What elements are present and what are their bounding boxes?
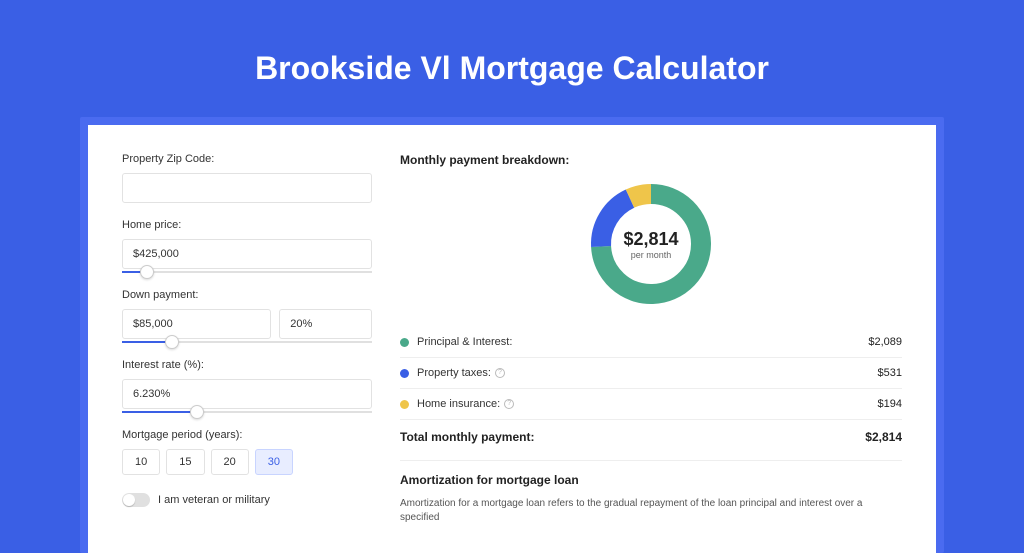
period-label: Mortgage period (years): [122, 429, 372, 441]
info-icon[interactable]: ? [495, 368, 505, 378]
card-shadow: Property Zip Code: Home price: Down paym… [80, 117, 944, 553]
down-payment-label: Down payment: [122, 289, 372, 301]
breakdown-panel: Monthly payment breakdown: $2,814 per mo… [400, 153, 902, 525]
down-payment-group: Down payment: [122, 289, 372, 343]
breakdown-value: $2,089 [868, 336, 902, 348]
home-price-group: Home price: [122, 219, 372, 273]
slider-thumb[interactable] [190, 405, 204, 419]
breakdown-label: Principal & Interest: [417, 336, 868, 348]
veteran-toggle[interactable] [122, 493, 150, 507]
slider-thumb[interactable] [140, 265, 154, 279]
zip-label: Property Zip Code: [122, 153, 372, 165]
home-price-label: Home price: [122, 219, 372, 231]
interest-slider[interactable] [122, 411, 372, 413]
period-button-30[interactable]: 30 [255, 449, 293, 475]
form-panel: Property Zip Code: Home price: Down paym… [122, 153, 372, 525]
total-row: Total monthly payment: $2,814 [400, 420, 902, 460]
amortization-text: Amortization for a mortgage loan refers … [400, 497, 902, 525]
total-label: Total monthly payment: [400, 430, 865, 444]
breakdown-title: Monthly payment breakdown: [400, 153, 902, 167]
legend-dot [400, 369, 409, 378]
slider-thumb[interactable] [165, 335, 179, 349]
home-price-slider[interactable] [122, 271, 372, 273]
down-payment-slider[interactable] [122, 341, 372, 343]
calculator-card: Property Zip Code: Home price: Down paym… [88, 125, 936, 553]
home-price-input[interactable] [122, 239, 372, 269]
interest-group: Interest rate (%): [122, 359, 372, 413]
breakdown-row: Home insurance:?$194 [400, 389, 902, 420]
breakdown-row: Principal & Interest:$2,089 [400, 327, 902, 358]
period-button-20[interactable]: 20 [211, 449, 249, 475]
breakdown-value: $194 [878, 398, 902, 410]
donut-sub: per month [631, 250, 672, 260]
donut-value: $2,814 [623, 229, 678, 250]
veteran-label: I am veteran or military [158, 494, 270, 506]
legend-dot [400, 400, 409, 409]
donut-wrap: $2,814 per month [400, 175, 902, 327]
period-group: Mortgage period (years): 1015 2030 [122, 429, 372, 475]
breakdown-label: Property taxes:? [417, 367, 878, 379]
breakdown-value: $531 [878, 367, 902, 379]
page-title: Brookside Vl Mortgage Calculator [80, 50, 944, 87]
zip-input[interactable] [122, 173, 372, 203]
info-icon[interactable]: ? [504, 399, 514, 409]
zip-group: Property Zip Code: [122, 153, 372, 203]
legend-dot [400, 338, 409, 347]
period-button-10[interactable]: 10 [122, 449, 160, 475]
payment-donut-chart: $2,814 per month [588, 181, 714, 307]
breakdown-row: Property taxes:?$531 [400, 358, 902, 389]
period-button-15[interactable]: 15 [166, 449, 204, 475]
interest-input[interactable] [122, 379, 372, 409]
down-payment-input[interactable] [122, 309, 271, 339]
interest-label: Interest rate (%): [122, 359, 372, 371]
amortization-title: Amortization for mortgage loan [400, 460, 902, 487]
veteran-row: I am veteran or military [122, 493, 372, 507]
breakdown-label: Home insurance:? [417, 398, 878, 410]
total-value: $2,814 [865, 430, 902, 444]
down-payment-pct-input[interactable] [279, 309, 372, 339]
